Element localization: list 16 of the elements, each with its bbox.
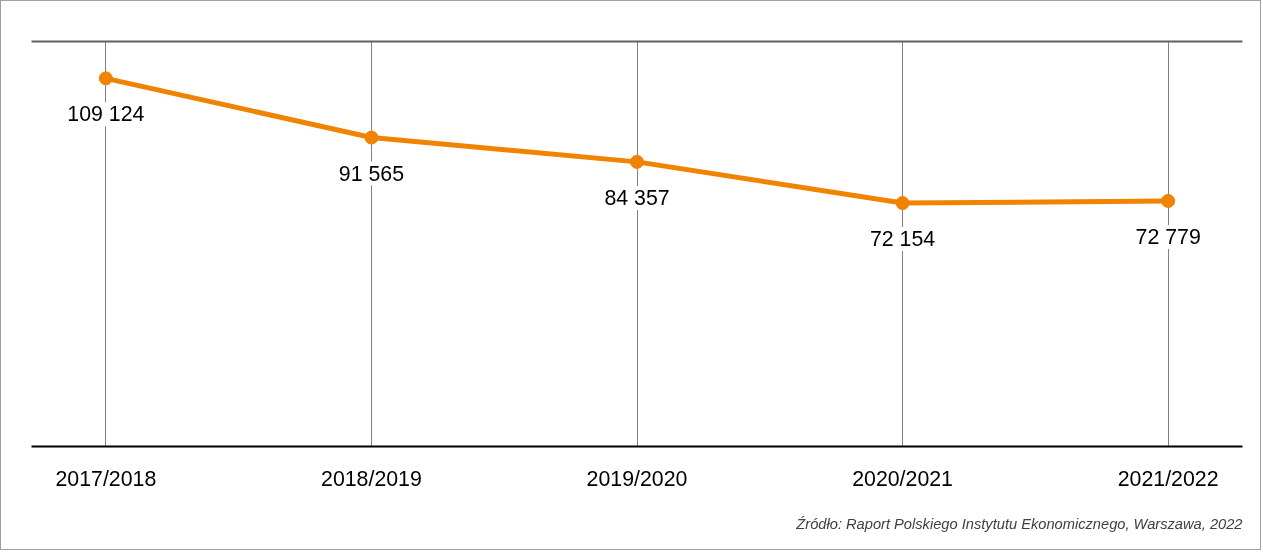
data-label: 72 779 [1135,224,1201,249]
data-label: 84 357 [604,185,670,210]
point [98,71,113,86]
point [895,196,910,211]
x-tick-label: 2017/2018 [55,466,157,491]
point [1161,193,1176,208]
data-label: 109 124 [67,102,145,127]
x-tick-label: 2018/2019 [321,466,422,491]
text: Źródło: Raport Polskiego Instytutu Ekonomicznego, Warszawa, 2022 [795,515,1243,532]
x-tick-label: 2019/2020 [586,466,688,491]
x-tick-label: 2020/2021 [852,466,953,491]
point [364,130,379,145]
x-tick-label: 2021/2022 [1117,466,1219,491]
data-label: 72 154 [869,227,936,252]
data-label: 91 565 [338,161,405,186]
point [630,154,644,169]
